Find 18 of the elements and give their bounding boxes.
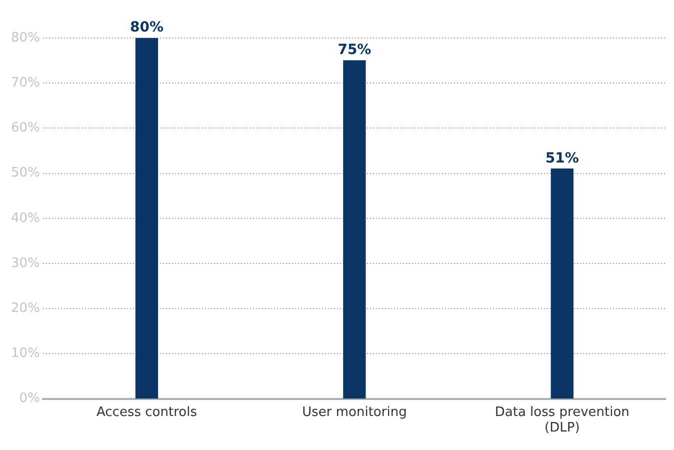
- y-tick-label: 10%: [10, 346, 40, 362]
- y-tick-label: 30%: [10, 256, 40, 271]
- y-tick-label: 40%: [10, 210, 40, 226]
- x-tick-label: Data loss prevention (DLP): [494, 404, 630, 436]
- bar: [550, 168, 574, 399]
- x-tick-label: User monitoring: [302, 404, 407, 420]
- y-tick-label: 20%: [10, 300, 40, 316]
- y-tick-label: 0%: [19, 391, 40, 406]
- data-label: 80%: [130, 20, 164, 36]
- y-tick-label: 70%: [10, 75, 40, 90]
- data-label: 51%: [545, 150, 579, 166]
- y-tick-label: 50%: [10, 166, 40, 181]
- bar: [343, 60, 366, 399]
- bar: [135, 38, 158, 399]
- data-label: 75%: [338, 42, 372, 58]
- x-tick-label: Access controls: [96, 404, 198, 420]
- y-tick-label: 60%: [10, 120, 40, 136]
- y-tick-label: 80%: [10, 30, 40, 46]
